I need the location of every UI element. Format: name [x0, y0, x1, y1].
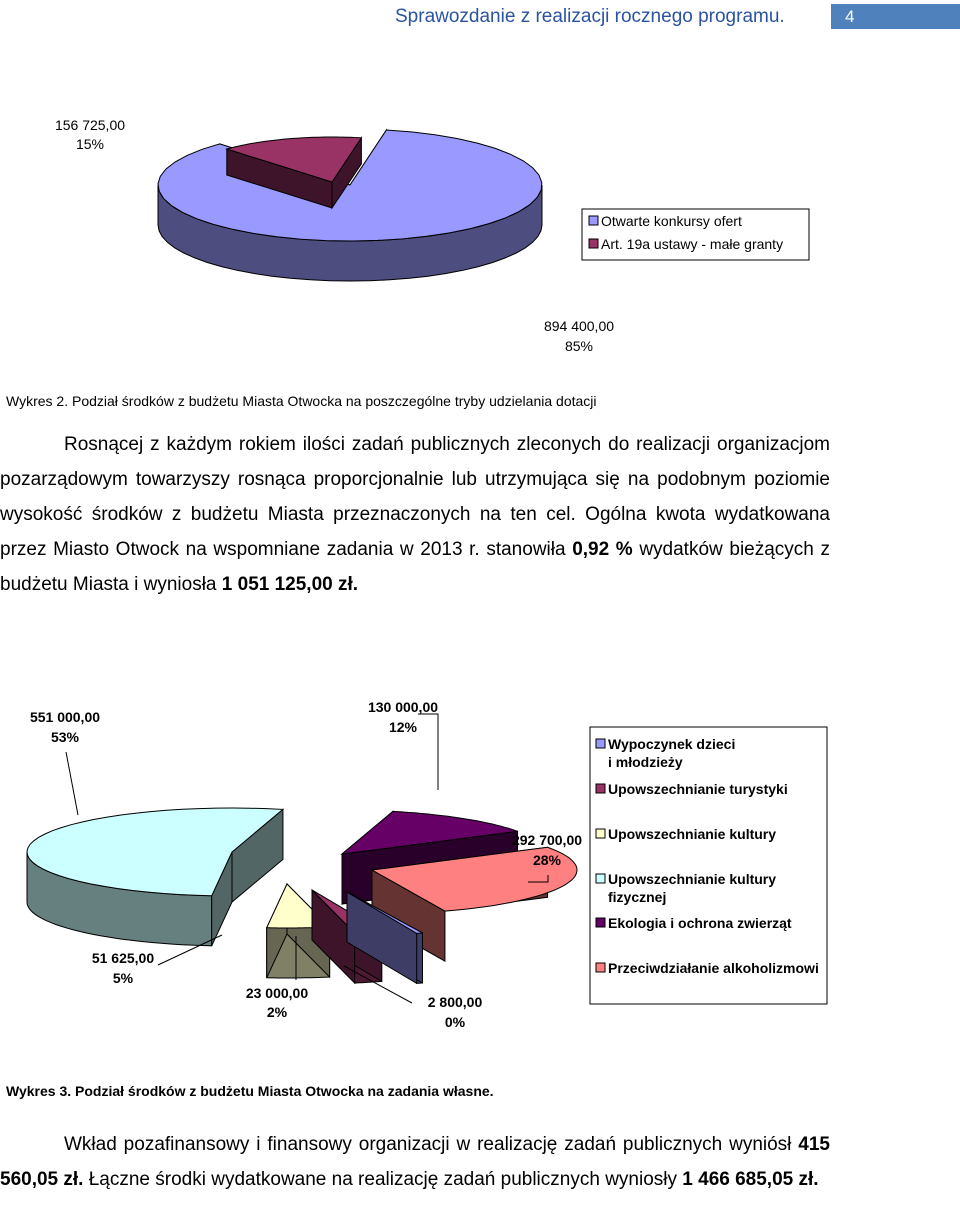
chart2-label-value-0: 894 400,00	[544, 318, 614, 334]
chart2-slice-1-top	[225, 136, 363, 183]
chart3-label-pct-0: 0%	[445, 1014, 466, 1030]
chart2-label-pct-0: 85%	[565, 338, 593, 354]
paragraph-2-text2: Łączne środki wydatkowane na realizację …	[83, 1169, 683, 1190]
chart2-label-pct-1: 15%	[76, 136, 104, 152]
paragraph-2-amount: 415 560,05 zł.	[0, 1134, 830, 1190]
chart3-leader-0	[343, 965, 413, 1004]
chart3-leader-2	[157, 934, 223, 966]
chart2-legend-swatch-0	[588, 215, 599, 226]
chart3-label-pct-3: 53%	[51, 729, 80, 745]
chart3-slice-5-top	[370, 846, 578, 912]
chart3-label-value-2: 51 625,00	[92, 950, 154, 966]
chart3-legend-label-3-l2: fizycznej	[608, 889, 666, 905]
chart3-label-pct-4: 12%	[389, 719, 418, 735]
chart3-legend-label-0-l2: i młodzieży	[608, 754, 683, 770]
chart3-legend-label-3-l1: Upowszechnianie kultury	[608, 871, 776, 887]
chart3-label-pct-5: 28%	[533, 852, 562, 868]
chart2-legend-swatch-1	[588, 238, 599, 249]
chart3-label-pct-1: 2%	[267, 1004, 288, 1020]
chart3-legend-swatch-0	[595, 738, 606, 749]
chart3-caption: Wykres 3. Podział środków z budżetu Mias…	[6, 1083, 494, 1099]
chart3-legend-swatch-4	[595, 917, 606, 928]
paragraph-2-text: Wkład pozafinansowy i finansowy organiza…	[64, 1134, 799, 1155]
chart3-legend-label-2: Upowszechnianie kultury	[608, 826, 776, 842]
chart3-label-value-0: 2 800,00	[428, 994, 483, 1010]
chart3-slice-0-top	[346, 891, 423, 934]
chart3-label-value-5: 292 700,00	[512, 832, 582, 848]
chart3-legend-label-5-l1: Przeciwdziałanie alkoholizmowi	[608, 960, 819, 976]
paragraph-2-total: 1 466 685,05 zł.	[682, 1169, 819, 1190]
chart3-label-pct-2: 5%	[113, 970, 134, 986]
paragraph-1-text: Rosnącej z każdym rokiem ilości zadań pu…	[0, 434, 830, 560]
chart3-label-value-1: 23 000,00	[246, 985, 308, 1001]
chart3-legend-label-0-l1: Wypoczynek dzieci	[608, 736, 735, 752]
chart3-legend-swatch-5	[595, 962, 606, 973]
header-title: Sprawozdanie z realizacji rocznego progr…	[395, 6, 785, 27]
chart3-legend-label-1: Upowszechnianie turystyki	[608, 781, 788, 797]
chart3-legend-swatch-3	[595, 873, 606, 884]
chart3-slice-3-top	[26, 807, 285, 897]
chart2-legend-label-1: Art. 19a ustawy - małe granty	[601, 236, 783, 252]
chart2-label-value-1: 156 725,00	[55, 117, 125, 133]
paragraph-1-amount: 1 051 125,00 zł.	[221, 574, 359, 595]
page-number: 4	[831, 4, 960, 29]
chart3-slice-4-top	[340, 810, 518, 855]
paragraph-2: Wkład pozafinansowy i finansowy organiza…	[0, 1127, 830, 1197]
chart3-label-value-3: 551 000,00	[30, 709, 100, 725]
paragraph-1-text2: wydatków bieżących z budżetu Miasta i wy…	[0, 539, 831, 595]
chart2-legend-label-0: Otwarte konkursy ofert	[601, 213, 742, 229]
chart3-leader-3	[65, 751, 79, 816]
chart3-legend-swatch-2	[595, 828, 606, 839]
chart3-label-value-4: 130 000,00	[368, 699, 438, 715]
chart3-leader-5	[528, 875, 549, 883]
chart2-caption: Wykres 2. Podział środków z budżetu Mias…	[6, 393, 597, 409]
chart3-legend-label-4: Ekologia i ochrona zwierząt	[608, 915, 792, 931]
chart3-legend-swatch-1	[595, 783, 606, 794]
chart3-leader-4	[418, 713, 439, 790]
chart2-legend-box	[581, 208, 810, 261]
chart3-legend-box	[589, 726, 828, 1005]
paragraph-1: Rosnącej z każdym rokiem ilości zadań pu…	[0, 427, 830, 602]
paragraph-1-percent: 0,92 %	[572, 539, 633, 560]
